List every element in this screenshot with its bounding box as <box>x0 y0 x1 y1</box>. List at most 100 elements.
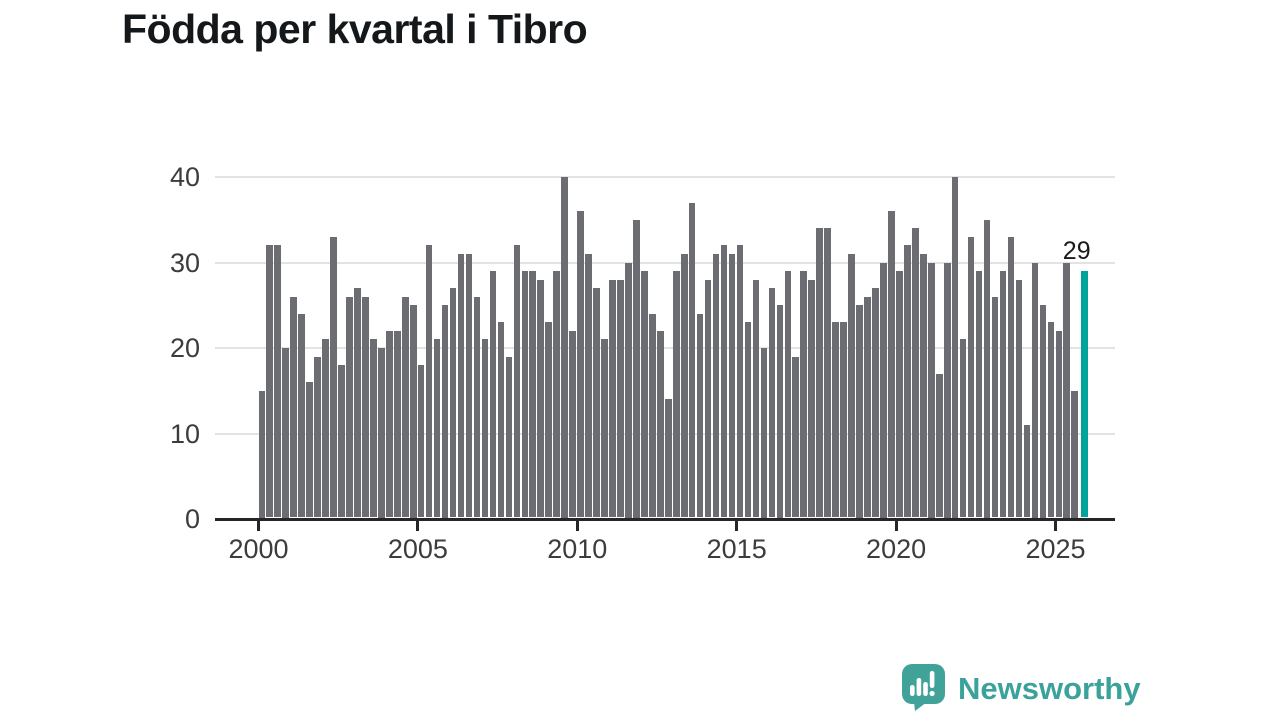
x-axis-tick-label: 2015 <box>706 534 767 564</box>
bar <box>561 177 568 518</box>
bar <box>330 236 337 518</box>
bar <box>728 253 736 518</box>
bar <box>896 271 903 518</box>
bar <box>920 253 927 518</box>
bar <box>393 330 401 518</box>
bar <box>744 322 752 518</box>
bar <box>449 288 457 518</box>
bar <box>625 262 632 518</box>
gridline <box>215 176 1115 178</box>
bar <box>832 322 839 518</box>
bar <box>752 279 760 518</box>
bar <box>872 288 879 518</box>
chart-title: Födda per kvartal i Tibro <box>122 6 588 52</box>
gridline <box>215 261 1115 264</box>
bar <box>720 245 728 518</box>
bar <box>513 245 521 518</box>
bar <box>1071 390 1079 518</box>
bar <box>457 253 465 518</box>
bar <box>856 305 863 518</box>
bar <box>545 322 552 518</box>
bar <box>1039 305 1047 518</box>
gridline <box>215 347 1115 349</box>
highlighted-latest-bar <box>1080 271 1088 518</box>
bar <box>824 228 831 518</box>
bar <box>417 365 425 518</box>
bar <box>529 271 537 518</box>
bar <box>967 236 975 518</box>
bar <box>1055 330 1063 518</box>
bar <box>409 305 417 518</box>
bar <box>672 271 680 518</box>
bar <box>1047 322 1055 518</box>
bar <box>840 322 847 518</box>
bar <box>569 330 576 518</box>
x-axis-tick <box>1054 520 1057 531</box>
bar <box>537 279 545 518</box>
bar <box>696 313 704 518</box>
bar <box>346 296 353 518</box>
bar <box>880 262 887 518</box>
bar <box>577 211 584 518</box>
bar <box>593 288 600 518</box>
bar <box>688 202 696 518</box>
bar <box>848 253 855 518</box>
bar <box>1023 424 1031 518</box>
bar <box>354 288 361 518</box>
bar <box>736 245 744 518</box>
bar <box>927 262 935 518</box>
bar <box>680 253 688 518</box>
bar <box>401 296 409 518</box>
bar <box>274 245 282 518</box>
bar <box>935 373 943 518</box>
bar <box>959 339 967 518</box>
bar <box>314 356 321 518</box>
y-axis-tick-label: 20 <box>169 333 200 363</box>
bar <box>999 271 1007 518</box>
y-axis-tick-label: 10 <box>169 418 200 449</box>
x-axis-tick-label: 2020 <box>866 534 927 564</box>
bar <box>266 245 274 518</box>
y-axis-tick-label: 0 <box>184 504 200 534</box>
bar <box>497 322 505 518</box>
bar <box>943 262 951 518</box>
bar <box>641 271 648 518</box>
bar <box>1015 279 1023 518</box>
y-axis-tick-label: 40 <box>169 162 200 192</box>
bar <box>481 339 489 518</box>
x-axis-tick-label: 2000 <box>228 534 289 564</box>
bar <box>1031 262 1039 518</box>
bar <box>505 356 513 518</box>
bar <box>553 271 560 518</box>
bar <box>433 339 441 518</box>
bar <box>792 356 800 518</box>
bar <box>649 313 656 518</box>
x-axis-tick <box>575 520 579 531</box>
bar <box>951 177 959 518</box>
x-axis-line <box>215 518 1115 521</box>
bar <box>473 296 481 518</box>
bar <box>378 348 385 518</box>
x-axis-tick <box>735 520 739 531</box>
bar <box>258 390 266 518</box>
bar <box>664 399 672 518</box>
bar <box>601 339 608 518</box>
bar <box>768 288 776 518</box>
bar <box>298 313 305 518</box>
bar <box>617 279 624 518</box>
bar <box>370 339 377 518</box>
bar <box>808 279 816 518</box>
bar <box>800 271 808 518</box>
bar <box>1063 262 1071 518</box>
highlight-value-label: 29 <box>1062 237 1091 266</box>
x-axis-tick-label: 2010 <box>547 534 608 564</box>
bar <box>441 305 449 518</box>
bar <box>585 253 592 518</box>
bar <box>657 330 664 518</box>
bar <box>1007 236 1015 518</box>
x-axis-tick <box>894 520 898 531</box>
bar <box>816 228 823 518</box>
bar <box>975 271 983 518</box>
bar <box>784 271 792 518</box>
